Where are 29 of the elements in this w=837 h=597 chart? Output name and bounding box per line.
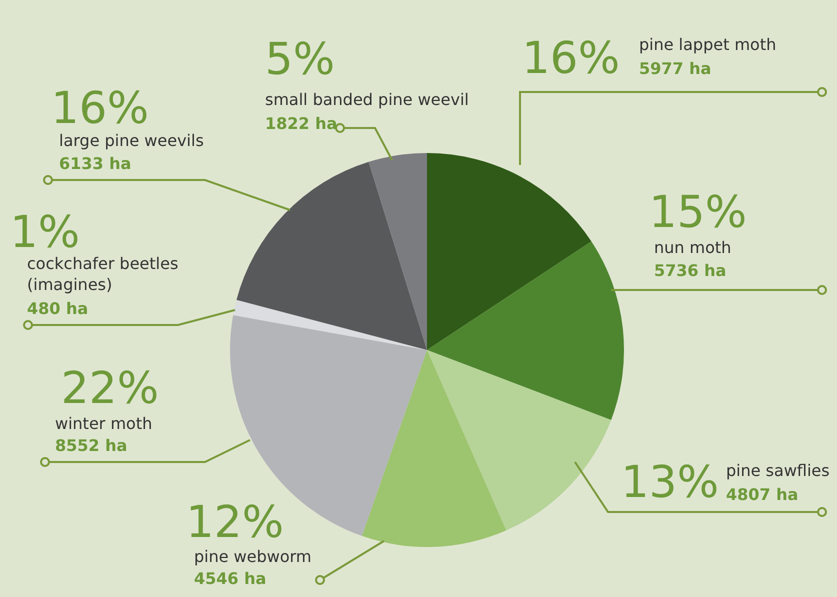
pie-slice (427, 241, 624, 420)
pie-slice (368, 153, 427, 350)
slice-label: pine sawflies (726, 461, 830, 480)
slice-label: small banded pine weevil (265, 90, 469, 109)
text: 15% (649, 187, 747, 238)
slice-label: nun moth (654, 238, 732, 257)
slice-label: winter moth (55, 414, 152, 433)
slice-label: pine webworm (194, 547, 312, 566)
text: 22% (61, 363, 159, 414)
pie-slice (427, 153, 592, 350)
data-label: 8552 ha (55, 436, 128, 455)
data-label: 4807 ha (726, 485, 798, 504)
slice-label: pine lappet moth (639, 35, 776, 54)
slice-label: large pine weevils (59, 131, 204, 150)
pie-slice (233, 300, 427, 350)
text: 13% (621, 457, 719, 508)
data-label: 5736 ha (654, 261, 726, 280)
text: 12% (186, 497, 284, 548)
text: 16% (51, 83, 149, 134)
pie-slice (362, 350, 506, 547)
pie-slice (427, 350, 612, 530)
text: 5% (265, 34, 335, 85)
data-label: 5977 ha (639, 59, 712, 78)
data-label: 4546 ha (194, 569, 266, 588)
data-label: 1822 ha (265, 114, 338, 133)
data-label: 6133 ha (59, 154, 132, 173)
text: 16% (522, 33, 620, 84)
data-label: 480 ha (27, 299, 88, 318)
pie-slice (236, 162, 427, 350)
